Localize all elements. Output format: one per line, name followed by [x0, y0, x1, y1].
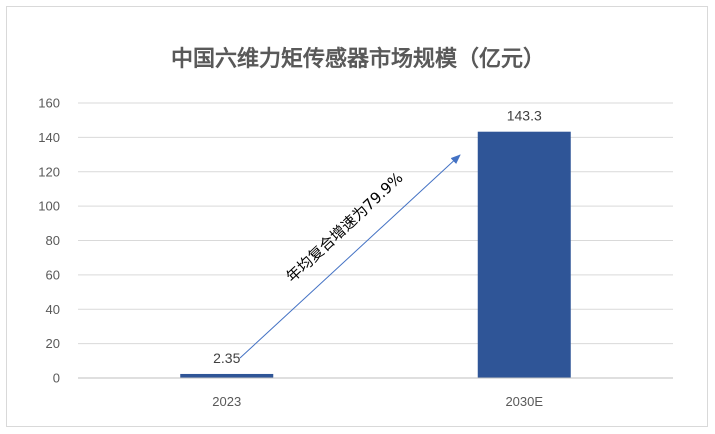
- bar-2023: [180, 373, 274, 378]
- y-tick-label: 60: [46, 267, 60, 282]
- growth-arrow: [239, 154, 461, 359]
- bar-2030e: [477, 131, 571, 378]
- data-labels: 2.35 143.3: [213, 108, 542, 366]
- x-axis: 2023 2030E: [78, 377, 673, 409]
- y-tick-label: 80: [46, 233, 60, 248]
- y-tick-label: 140: [38, 130, 60, 145]
- bars: [180, 131, 571, 378]
- y-tick-label: 120: [38, 164, 60, 179]
- chart-area: [6, 6, 708, 427]
- y-tick-label: 160: [38, 96, 60, 111]
- data-label: 2.35: [213, 350, 240, 366]
- y-tick-label: 20: [46, 336, 60, 351]
- y-tick-label: 0: [53, 371, 60, 386]
- gridlines: [78, 102, 673, 345]
- y-tick-label: 100: [38, 199, 60, 214]
- growth-annotation: 年均复合增速为79.9%: [283, 169, 407, 286]
- data-label: 143.3: [507, 108, 542, 124]
- x-tick-label: 2030E: [505, 394, 543, 409]
- y-tick-label: 40: [46, 302, 60, 317]
- x-tick-label: 2023: [212, 394, 241, 409]
- chart-title: 中国六维力矩传感器市场规模（亿元）: [171, 46, 545, 72]
- y-axis: 0 20 40 60 80 100 120 140 160: [38, 96, 60, 386]
